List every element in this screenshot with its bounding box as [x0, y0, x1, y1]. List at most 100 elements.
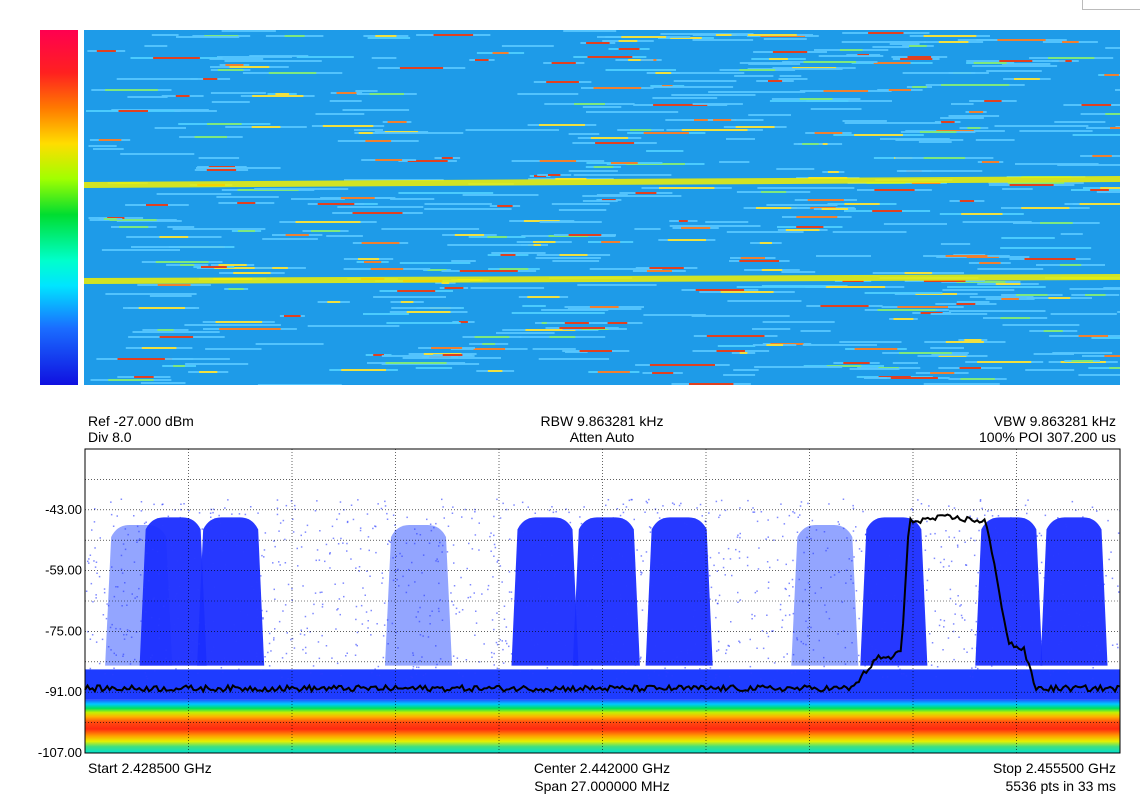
persistence-dot	[975, 602, 977, 604]
persistence-dot	[233, 519, 235, 521]
persistence-dot	[474, 634, 476, 636]
waterfall-segment	[172, 228, 266, 230]
persistence-dot	[223, 657, 226, 659]
persistence-dot	[1012, 580, 1014, 582]
persistence-dot	[716, 650, 718, 652]
persistence-dot	[122, 543, 125, 545]
persistence-dot	[592, 562, 595, 565]
persistence-dot	[540, 634, 542, 637]
persistence-dot	[458, 611, 461, 613]
persistence-dot	[648, 526, 651, 528]
persistence-dot	[634, 664, 637, 666]
persistence-dot	[211, 659, 213, 661]
persistence-dot	[654, 508, 657, 510]
persistence-dot	[287, 678, 289, 680]
persistence-dot	[869, 562, 872, 564]
waterfall-segment	[424, 203, 492, 205]
persistence-dot	[162, 524, 164, 527]
waterfall-segment-hot	[528, 244, 541, 246]
persistence-dot	[1017, 670, 1020, 673]
persistence-dot	[999, 564, 1002, 566]
persistence-dot	[617, 651, 619, 653]
persistence-dot	[889, 569, 891, 571]
persistence-dot	[991, 627, 994, 629]
persistence-dot	[367, 627, 369, 629]
persistence-dot	[588, 579, 591, 582]
persistence-dot	[150, 656, 152, 659]
persistence-dot	[306, 627, 308, 630]
persistence-dot	[631, 498, 633, 501]
persistence-dot	[455, 613, 457, 615]
persistence-dot	[746, 556, 749, 559]
persistence-dot	[89, 554, 92, 556]
persistence-dot	[970, 537, 972, 539]
waterfall-segment-hot	[814, 132, 843, 134]
persistence-dot	[619, 594, 622, 596]
waterfall-segment	[573, 174, 672, 176]
persistence-dot	[427, 636, 430, 638]
persistence-dot	[1107, 519, 1109, 522]
persistence-dot	[547, 543, 550, 546]
persistence-dot	[984, 514, 986, 516]
persistence-dot	[901, 673, 903, 675]
persistence-dot	[990, 509, 993, 512]
persistence-dot	[1099, 533, 1102, 535]
persistence-dot	[842, 630, 845, 632]
persistence-dot	[547, 596, 550, 599]
persistence-dot	[278, 620, 281, 623]
waterfall-segment-hot	[233, 272, 271, 274]
persistence-dot	[805, 643, 807, 646]
waterfall-segment	[568, 133, 600, 135]
persistence-dot	[227, 499, 229, 501]
persistence-dot	[1083, 530, 1086, 532]
persistence-dot	[453, 562, 455, 564]
waterfall-spectrogram	[84, 30, 1120, 385]
persistence-dot	[636, 645, 638, 647]
persistence-dot	[95, 641, 98, 643]
waterfall-segment	[451, 260, 476, 262]
persistence-dot	[471, 548, 474, 550]
persistence-dot	[1024, 526, 1027, 529]
persistence-dot	[563, 528, 565, 531]
persistence-dot	[446, 551, 449, 553]
persistence-dot	[648, 677, 650, 680]
persistence-dot	[421, 656, 423, 658]
waterfall-segment	[643, 314, 706, 316]
waterfall-segment-hot	[843, 362, 870, 364]
persistence-dot	[423, 594, 425, 597]
persistence-dot	[337, 608, 339, 610]
persistence-dot	[610, 557, 613, 559]
waterfall-segment-hot	[117, 358, 173, 360]
persistence-dot	[938, 624, 941, 627]
waterfall-segment-hot	[1104, 355, 1120, 357]
persistence-dot	[812, 649, 815, 651]
persistence-dot	[273, 540, 275, 542]
waterfall-segment	[140, 382, 186, 384]
persistence-dot	[1047, 608, 1050, 610]
persistence-dot	[1076, 661, 1079, 663]
persistence-dot	[101, 638, 104, 641]
persistence-dot	[629, 533, 631, 535]
waterfall-segment	[949, 310, 1046, 312]
persistence-dot	[820, 587, 822, 589]
persistence-dot	[419, 606, 421, 609]
persistence-dot	[1115, 672, 1117, 674]
persistence-dot	[858, 617, 860, 620]
waterfall-segment-hot	[827, 171, 839, 173]
persistence-dot	[525, 606, 528, 608]
persistence-dot	[386, 518, 389, 520]
persistence-dot	[902, 570, 904, 572]
waterfall-segment	[371, 57, 397, 59]
persistence-dot	[582, 533, 584, 535]
persistence-dot	[146, 677, 149, 680]
persistence-dot	[1004, 530, 1006, 532]
persistence-dot	[793, 631, 795, 633]
persistence-dot	[236, 597, 238, 600]
persistence-dot	[505, 508, 508, 511]
persistence-dot	[367, 536, 370, 538]
persistence-dot	[673, 503, 675, 506]
persistence-dot	[738, 640, 740, 642]
waterfall-segment-hot	[716, 350, 745, 352]
persistence-dot	[807, 626, 809, 629]
persistence-dot	[474, 534, 477, 536]
